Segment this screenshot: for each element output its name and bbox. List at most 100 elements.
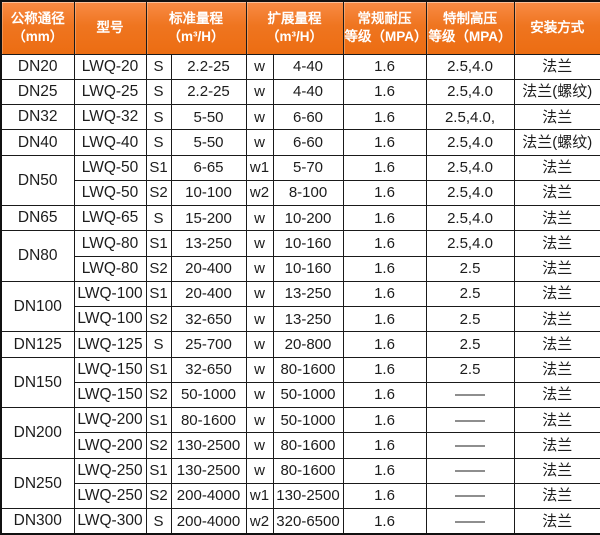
cell-standard-range: 5-50 [170, 103, 247, 131]
cell-model: LWQ-100 [73, 280, 147, 308]
cell-normal-pressure: 1.6 [342, 255, 427, 282]
cell-w-code: w [245, 255, 274, 282]
cell-model: LWQ-40 [73, 129, 147, 156]
table-header: 公称通径 （mm） 型号 标准量程 （m³/H） 扩展量程 （m³/H） 常规耐… [0, 0, 600, 55]
table-row: DN300 LWQ-300 S 200-4000 w2 320-6500 1.6… [0, 508, 600, 535]
table-row: DN40 LWQ-40 S 5-50 w 6-60 1.6 2.5,4.0 法兰… [0, 129, 600, 156]
cell-installation: 法兰 [513, 457, 600, 484]
table-row: LWQ-200 S2 130-2500 w 80-1600 1.6 —— 法兰 [1, 432, 600, 459]
cell-extended-range: 320-6500 [272, 508, 344, 535]
cell-model: LWQ-50 [73, 179, 147, 207]
cell-standard-range: 20-400 [170, 255, 247, 282]
cell-installation: 法兰 [513, 53, 600, 80]
cell-model: LWQ-80 [73, 230, 147, 257]
table-row: DN100 LWQ-100 S1 20-400 w 13-250 1.6 2.5… [0, 280, 600, 333]
cell-extended-range: 80-1600 [272, 432, 344, 459]
cell-high-pressure: 2.5,4.0 [425, 204, 515, 232]
cell-s-code: S1 [145, 457, 172, 484]
cell-model: LWQ-200 [73, 432, 147, 459]
cell-s-code: S2 [145, 255, 172, 282]
cell-normal-pressure: 1.6 [342, 482, 427, 510]
table-row: LWQ-100 S2 32-650 w 13-250 1.6 2.5 法兰 [1, 305, 600, 333]
table-row: LWQ-80 S2 20-400 w 10-160 1.6 2.5 法兰 [1, 255, 600, 282]
cell-model: LWQ-100 [73, 305, 147, 333]
cell-dn: DN250 [0, 457, 75, 509]
cell-high-pressure: 2.5 [425, 331, 515, 358]
cell-w-code: w [245, 103, 274, 131]
cell-standard-range: 200-4000 [170, 482, 247, 510]
cell-standard-range: 20-400 [170, 280, 247, 308]
cell-installation: 法兰 [513, 280, 600, 308]
cell-s-code: S2 [145, 179, 172, 207]
cell-standard-range: 200-4000 [170, 508, 247, 535]
cell-w-code: w [245, 356, 274, 383]
cell-normal-pressure: 1.6 [342, 432, 427, 459]
table-row: LWQ-250 S2 200-4000 w1 130-2500 1.6 —— 法… [1, 482, 600, 510]
cell-installation: 法兰 [513, 230, 600, 257]
cell-extended-range: 80-1600 [272, 356, 344, 383]
cell-high-pressure: —— [425, 381, 515, 409]
cell-s-code: S [145, 204, 172, 232]
cell-normal-pressure: 1.6 [342, 53, 427, 80]
cell-normal-pressure: 1.6 [342, 305, 427, 333]
cell-model: LWQ-150 [73, 381, 147, 409]
cell-extended-range: 13-250 [272, 280, 344, 308]
cell-w-code: w [245, 305, 274, 333]
cell-installation: 法兰 [513, 482, 600, 510]
cell-w-code: w [245, 457, 274, 484]
cell-normal-pressure: 1.6 [342, 179, 427, 207]
cell-dn: DN32 [0, 103, 75, 131]
cell-normal-pressure: 1.6 [342, 78, 427, 106]
cell-extended-range: 6-60 [272, 103, 344, 131]
cell-model: LWQ-125 [73, 331, 147, 358]
table-row: DN25 LWQ-25 S 2.2-25 w 4-40 1.6 2.5,4.0 … [0, 78, 600, 106]
cell-dn: DN50 [0, 154, 75, 206]
table-row: DN250 LWQ-250 S1 130-2500 w 80-1600 1.6 … [0, 457, 600, 509]
cell-normal-pressure: 1.6 [342, 508, 427, 535]
cell-standard-range: 25-700 [170, 331, 247, 358]
cell-normal-pressure: 1.6 [342, 331, 427, 358]
cell-installation: 法兰 [513, 508, 600, 535]
cell-standard-range: 130-2500 [170, 432, 247, 459]
cell-dn: DN25 [0, 78, 75, 106]
cell-dn: DN300 [0, 508, 75, 535]
cell-model: LWQ-32 [73, 103, 147, 131]
cell-standard-range: 2.2-25 [170, 53, 247, 80]
cell-high-pressure: —— [425, 457, 515, 484]
cell-w-code: w [245, 78, 274, 106]
cell-extended-range: 10-160 [272, 230, 344, 257]
cell-installation: 法兰(螺纹) [513, 129, 600, 156]
cell-extended-range: 6-60 [272, 129, 344, 156]
cell-normal-pressure: 1.6 [342, 129, 427, 156]
cell-w-code: w [245, 230, 274, 257]
table-row: DN200 LWQ-200 S1 80-1600 w 50-1000 1.6 —… [0, 406, 600, 459]
cell-w-code: w [245, 204, 274, 232]
cell-dn: DN150 [0, 356, 75, 408]
col-header-extended-range: 扩展量程 （m³/H） [245, 0, 344, 55]
cell-s-code: S [145, 53, 172, 80]
cell-model: LWQ-50 [73, 154, 147, 181]
table-row: DN80 LWQ-80 S1 13-250 w 10-160 1.6 2.5,4… [0, 230, 600, 282]
cell-high-pressure: 2.5,4.0, [425, 103, 515, 131]
cell-w-code: w [245, 280, 274, 308]
cell-extended-range: 50-1000 [272, 381, 344, 409]
cell-w-code: w [245, 381, 274, 409]
cell-installation: 法兰(螺纹) [513, 78, 600, 106]
cell-extended-range: 13-250 [272, 305, 344, 333]
cell-high-pressure: 2.5,4.0 [425, 154, 515, 181]
cell-normal-pressure: 1.6 [342, 406, 427, 434]
cell-s-code: S2 [145, 381, 172, 409]
cell-s-code: S1 [145, 406, 172, 434]
cell-model: LWQ-65 [73, 204, 147, 232]
cell-w-code: w [245, 406, 274, 434]
cell-extended-range: 5-70 [272, 154, 344, 181]
cell-s-code: S1 [145, 356, 172, 383]
cell-installation: 法兰 [513, 381, 600, 409]
cell-dn: DN20 [0, 53, 75, 80]
cell-high-pressure: 2.5,4.0 [425, 129, 515, 156]
cell-high-pressure: 2.5,4.0 [425, 230, 515, 257]
cell-standard-range: 10-100 [170, 179, 247, 207]
cell-normal-pressure: 1.6 [342, 103, 427, 131]
